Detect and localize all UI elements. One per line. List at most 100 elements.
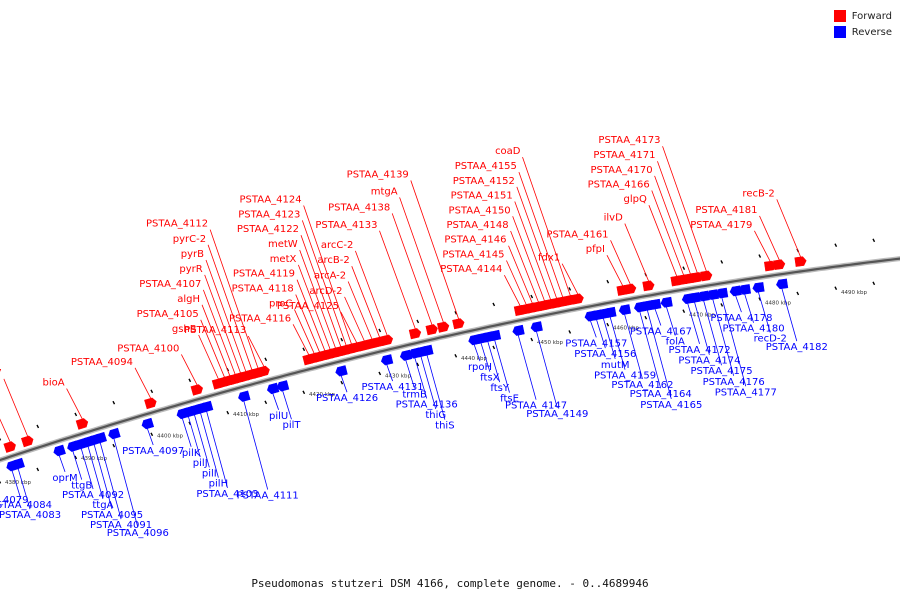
- forward-gene-label: PSTAA_4139: [347, 169, 409, 180]
- reverse-leader: [272, 392, 279, 410]
- reverse-gene: [276, 380, 290, 392]
- strand-mark: [112, 443, 116, 448]
- reverse-gene-label: ftsY: [490, 383, 509, 394]
- reverse-gene-label: PSTAA_4156: [574, 349, 636, 360]
- reverse-leader: [639, 311, 662, 389]
- forward-gene-label: PSTAA_4119: [233, 269, 295, 280]
- forward-leader: [202, 289, 236, 376]
- forward-gene-label: recB-2: [742, 188, 774, 199]
- forward-gene-label: glpQ: [624, 194, 647, 205]
- forward-leader: [207, 244, 253, 371]
- forward-leader: [518, 171, 564, 298]
- forward-gene-label: coaD: [495, 146, 521, 157]
- forward-gene-label: PSTAA_4138: [328, 202, 390, 213]
- reverse-gene-label: ftsE: [500, 394, 519, 405]
- reverse-leader: [589, 320, 597, 338]
- reverse-gene-label: PSTAA_4111: [237, 491, 299, 502]
- forward-swatch: [833, 10, 846, 22]
- forward-gene: [408, 328, 422, 340]
- backbone-shadow: [0, 256, 900, 463]
- forward-leader: [292, 324, 310, 356]
- strand-mark: [682, 309, 686, 313]
- reverse-leader: [535, 330, 558, 409]
- reverse-gene-label: recD-2: [754, 334, 787, 345]
- legend: Forward Reverse: [833, 8, 892, 40]
- strand-mark: [0, 480, 2, 484]
- legend-forward: Forward: [833, 8, 892, 24]
- strand-mark: [530, 294, 534, 299]
- forward-leader: [247, 335, 265, 368]
- reverse-gene: [108, 427, 121, 440]
- forward-leader: [514, 201, 552, 301]
- strand-mark: [226, 410, 230, 415]
- reverse-gene: [12, 457, 25, 470]
- reverse-gene: [266, 382, 280, 395]
- reverse-gene-label: rpoH: [468, 362, 492, 373]
- reverse-leader: [206, 410, 228, 488]
- forward-leader: [776, 199, 802, 258]
- forward-gene-label: arcA-2: [314, 271, 346, 282]
- reverse-leader: [282, 390, 292, 420]
- strand-mark: [644, 315, 648, 320]
- reverse-gene-label: PSTAA_4131: [362, 382, 424, 393]
- forward-gene-label: PSTAA_4171: [593, 150, 655, 161]
- forward-gene: [571, 293, 584, 305]
- forward-leader: [134, 367, 152, 400]
- forward-gene-label: pfpI: [586, 244, 605, 255]
- tick-label: 4380 kbp: [5, 480, 31, 486]
- reverse-leader: [17, 467, 31, 510]
- reverse-gene-label: pilJ: [193, 458, 208, 469]
- tick-label: 4460 kbp: [613, 326, 639, 332]
- reverse-gene-label: PSTAA_4172: [668, 345, 730, 356]
- tick-label: 4400 kbp: [157, 433, 183, 439]
- strand-mark: [0, 437, 2, 441]
- forward-gene-label: mtgA: [371, 186, 398, 197]
- reverse-leader: [487, 341, 501, 383]
- strand-mark: [758, 254, 762, 258]
- reverse-gene: [706, 289, 720, 300]
- reverse-gene-label: PSTAA_4176: [703, 377, 765, 388]
- forward-leader: [344, 296, 365, 342]
- tick-label: 4470 kbp: [689, 312, 715, 318]
- reverse-gene: [776, 278, 789, 290]
- forward-leader: [299, 249, 337, 349]
- reverse-leader: [426, 354, 446, 420]
- strand-mark: [150, 389, 154, 394]
- reverse-leader: [654, 308, 662, 326]
- forward-gene-label: PSTAA_4150: [449, 205, 511, 216]
- reverse-leader: [480, 342, 491, 372]
- reverse-leader: [200, 412, 219, 478]
- tick-label: 4420 kbp: [309, 392, 335, 398]
- forward-gene-label: arcD-2: [309, 286, 342, 297]
- forward-gene-label: PSTAA_4112: [146, 219, 208, 230]
- reverse-gene-label: pilI: [202, 468, 217, 479]
- forward-gene: [452, 318, 465, 330]
- forward-leader: [204, 274, 242, 374]
- reverse-leader: [721, 297, 747, 387]
- reverse-gene-label: PSTAA_4083: [0, 510, 61, 521]
- strand-mark: [872, 238, 876, 243]
- genome-caption: Pseudomonas stutzeri DSM 4166, complete …: [251, 577, 649, 590]
- forward-leader: [3, 378, 29, 438]
- forward-gene: [642, 280, 655, 292]
- forward-leader: [205, 259, 247, 373]
- forward-gene: [794, 256, 807, 267]
- reverse-gene-label: thiS: [435, 421, 454, 432]
- forward-gene-label: fdx1: [538, 253, 560, 264]
- reverse-gene-label: thiG: [425, 410, 446, 421]
- reverse-leader: [744, 293, 754, 323]
- strand-mark: [264, 357, 268, 362]
- forward-leader: [510, 230, 539, 303]
- tick-label: 4450 kbp: [537, 340, 563, 346]
- strand-mark: [416, 319, 420, 324]
- reverse-gene-label: PSTAA_4157: [565, 338, 627, 349]
- forward-gene-label: PSTAA_4124: [240, 195, 302, 206]
- reverse-gene-label: PSTAA_4162: [611, 380, 673, 391]
- reverse-gene-label: PSTAA_4159: [594, 371, 656, 382]
- strand-mark: [150, 432, 154, 437]
- forward-gene-label: PSTAA_4179: [690, 220, 752, 231]
- strand-mark: [758, 297, 762, 301]
- strand-mark: [606, 322, 610, 327]
- reverse-gene: [380, 354, 394, 366]
